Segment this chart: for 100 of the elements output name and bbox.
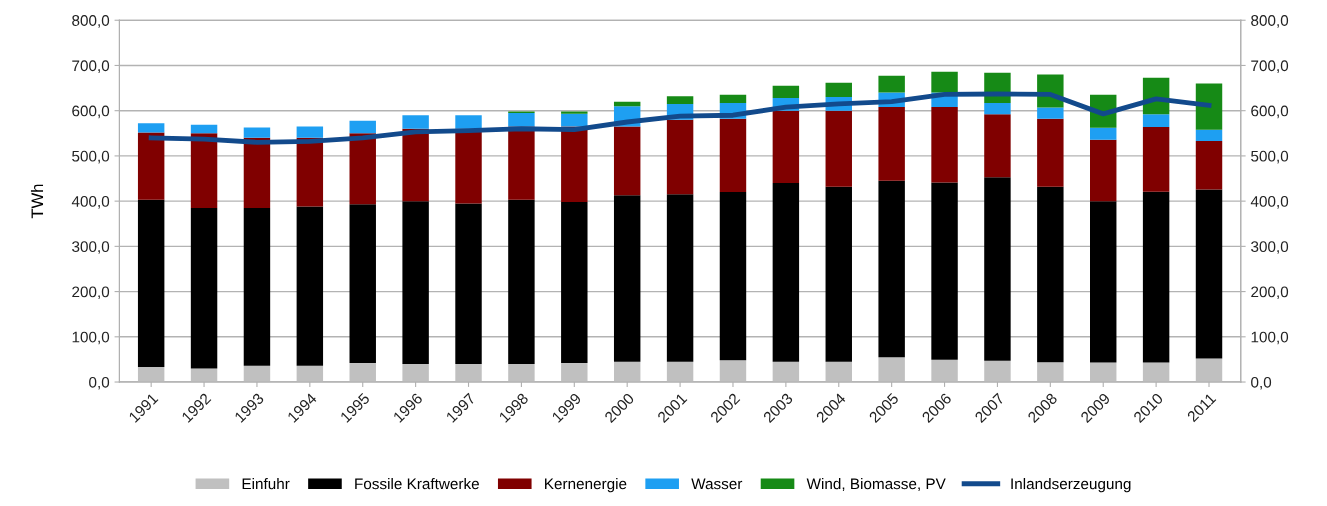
bar — [1195, 83, 1223, 130]
bar — [772, 85, 800, 99]
bar — [984, 114, 1011, 178]
bar — [984, 177, 1011, 361]
bar — [1037, 118, 1064, 187]
y2-tick-label: 300,0 — [1251, 241, 1289, 254]
bar — [719, 360, 747, 383]
bar — [719, 94, 747, 103]
bar — [296, 137, 324, 207]
bar — [984, 103, 1011, 115]
bar — [1090, 127, 1117, 140]
bar — [825, 110, 852, 187]
bar — [243, 127, 271, 138]
y2-tick-label: 700,0 — [1251, 60, 1289, 73]
bar — [455, 115, 482, 129]
bar — [772, 183, 800, 362]
bar — [878, 357, 905, 383]
bar — [243, 365, 271, 383]
y-tick-label: 200,0 — [72, 286, 110, 300]
bar — [1142, 126, 1170, 192]
bar — [1195, 140, 1223, 190]
legend-label: Inlandserzeugung — [1011, 478, 1131, 493]
y-tick-label: 100,0 — [72, 331, 110, 345]
y2-tick-label: 200,0 — [1251, 286, 1289, 300]
bar — [349, 120, 376, 134]
y2-tick-label: 400,0 — [1250, 196, 1289, 209]
y-tick-label: 0,0 — [89, 376, 110, 390]
bar — [825, 186, 852, 362]
bar — [402, 201, 429, 364]
y2-tick-label: 0,0 — [1251, 376, 1272, 390]
y2-tick-label: 500,0 — [1251, 150, 1289, 164]
bar — [825, 82, 852, 98]
bar — [349, 133, 376, 205]
y-tick-label: 600,0 — [72, 105, 110, 119]
y2-tick-label: 800,0 — [1251, 15, 1289, 28]
bar — [613, 126, 641, 196]
bar — [931, 107, 958, 183]
bar — [931, 182, 958, 360]
y-tick-label: 800,0 — [72, 15, 110, 28]
bar — [508, 363, 535, 383]
legend-label: Wasser — [691, 478, 743, 490]
bar — [1195, 358, 1223, 383]
bar — [1142, 362, 1170, 383]
bar — [455, 363, 482, 383]
bar — [137, 367, 165, 383]
legend-label: Fossile Kraftwerke — [355, 478, 479, 490]
bar — [1090, 362, 1117, 383]
bar — [719, 118, 747, 193]
bar — [190, 124, 218, 134]
bar — [190, 207, 218, 369]
bar — [931, 71, 958, 93]
bar — [402, 128, 429, 202]
bar — [613, 361, 641, 383]
bar — [561, 111, 588, 114]
y2-tick-label: 100,0 — [1251, 331, 1289, 345]
bar — [1090, 201, 1117, 363]
bar — [561, 363, 588, 383]
bar — [402, 115, 429, 129]
legend-label: Einfuhr — [242, 478, 290, 490]
bar — [1142, 114, 1170, 127]
bar — [455, 203, 482, 364]
bar — [666, 361, 694, 383]
bar — [243, 137, 271, 208]
bar — [402, 363, 429, 383]
bar — [1037, 107, 1064, 119]
y-tick-label: 500,0 — [72, 150, 110, 164]
bar — [1037, 362, 1064, 383]
bar — [825, 361, 852, 383]
bar — [1142, 191, 1170, 363]
bar — [561, 202, 588, 364]
y-tick-label: 300,0 — [72, 241, 110, 254]
bar — [878, 180, 905, 358]
legend-label: Kernenergie — [545, 478, 627, 493]
bar — [349, 363, 376, 383]
bar — [1195, 189, 1223, 359]
y-tick-label: 700,0 — [72, 60, 110, 73]
legend-label: Wind, Biomasse, PV — [806, 478, 946, 492]
bar — [1037, 186, 1064, 363]
bar — [666, 194, 694, 362]
bar — [878, 75, 905, 93]
bar — [772, 110, 800, 184]
bar — [137, 123, 165, 133]
y-axis-title: TWh — [30, 184, 44, 219]
bar — [666, 119, 694, 195]
bar — [772, 361, 800, 383]
bar — [137, 132, 165, 200]
y-tick-label: 400,0 — [71, 196, 110, 209]
bar — [613, 195, 641, 362]
bar — [296, 126, 324, 138]
bar — [243, 207, 271, 366]
bar — [349, 204, 376, 364]
bar — [137, 199, 165, 368]
bar — [719, 192, 747, 361]
bar — [508, 112, 535, 127]
line-series — [148, 91, 1212, 145]
bar — [1090, 139, 1117, 202]
bar — [561, 113, 588, 127]
bar — [1195, 129, 1223, 141]
bar — [190, 368, 218, 383]
bar — [296, 206, 324, 366]
